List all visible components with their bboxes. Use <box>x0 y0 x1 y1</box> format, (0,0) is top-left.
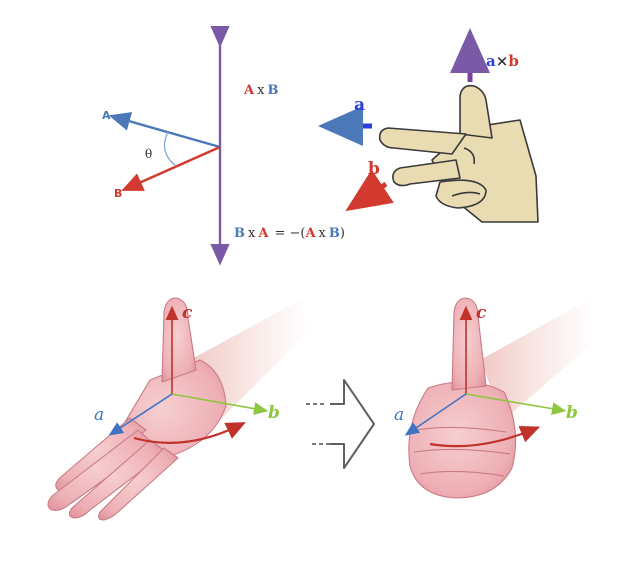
right-label-b: b <box>566 403 578 423</box>
angle-theta-label: θ <box>145 147 152 161</box>
left-axis-b <box>171 393 269 415</box>
left-label-c: c <box>182 303 193 323</box>
left-curl-arrow <box>133 422 246 444</box>
b-label: b <box>368 159 380 179</box>
thumbs-up-fist-illustration <box>408 297 596 499</box>
diagram-right-hand-rule-fingers: a b a×b <box>318 28 539 223</box>
b-direction-arrow <box>345 169 394 212</box>
axb-label: a×b <box>486 52 519 70</box>
left-label-a: a <box>94 405 104 425</box>
vector-a-label: A <box>102 109 111 122</box>
right-curl-arrow <box>429 425 541 448</box>
a-label: a <box>354 95 365 115</box>
right-label-a: a <box>394 405 404 425</box>
vector-b-label: B <box>114 187 122 200</box>
vector-a-arrow <box>108 112 221 149</box>
vector-b-arrow <box>121 145 221 191</box>
right-axis-a <box>404 393 467 436</box>
left-axis-a <box>108 393 173 436</box>
angle-arc <box>163 131 177 167</box>
left-label-b: b <box>268 403 280 423</box>
transition-arrow <box>306 379 375 469</box>
right-axis-b <box>465 393 567 415</box>
beige-hand-illustration <box>378 84 539 223</box>
right-label-c: c <box>476 303 487 323</box>
flat-hand-illustration <box>47 297 310 521</box>
diagram-curl-right-hand: c b a c b a <box>47 297 596 521</box>
